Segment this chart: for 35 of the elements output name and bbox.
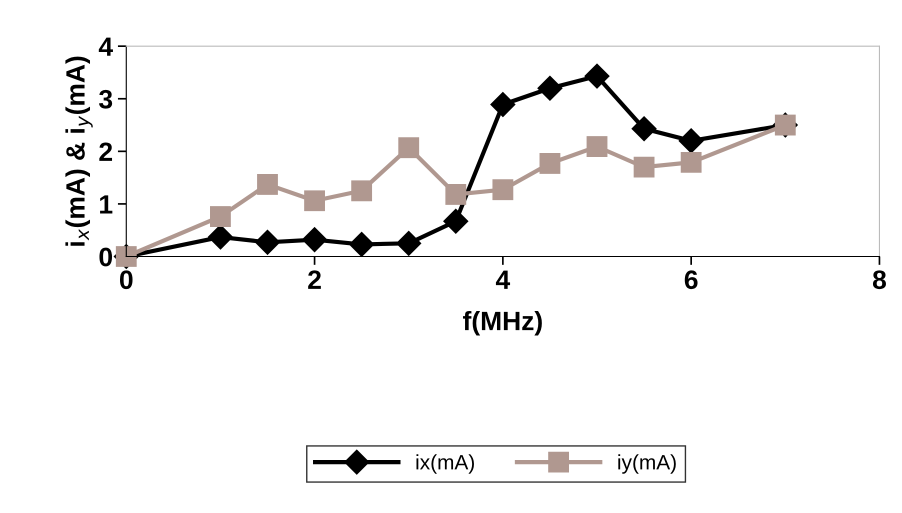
point [537,76,562,101]
y-axis-title: i$_{x}$(mA) & i$_{y}$(mA) [65,56,93,246]
x-tick-label: 6 [684,270,698,290]
y-tick-label: 1 [100,195,112,214]
point [302,227,328,252]
legend-label: iy(mA) [618,454,676,474]
point [445,184,466,205]
point [632,116,657,142]
point [443,208,468,234]
point [634,156,654,178]
point [396,230,422,256]
x-axis-title: f(MHz) [463,310,542,336]
x-tick-label: 0 [120,270,133,290]
point [304,190,325,212]
y-tick-label: 0 [99,248,112,266]
y-tick-label: 2 [99,142,112,161]
point [586,136,608,158]
point [680,152,702,173]
point [492,179,514,200]
y-tick-label: 4 [98,38,113,56]
point [351,180,372,202]
point [210,206,231,227]
point [584,64,610,89]
point [349,232,374,257]
x-tick-label: 8 [872,270,886,290]
point [257,174,278,195]
legend-label: ix(mA) [416,454,474,474]
point [540,153,560,174]
point [255,230,280,255]
x-tick-label: 2 [308,270,321,289]
point [678,128,704,154]
point [490,92,516,118]
y-tick-label: 3 [99,90,112,109]
x-tick-label: 4 [496,270,510,289]
point [398,137,420,158]
